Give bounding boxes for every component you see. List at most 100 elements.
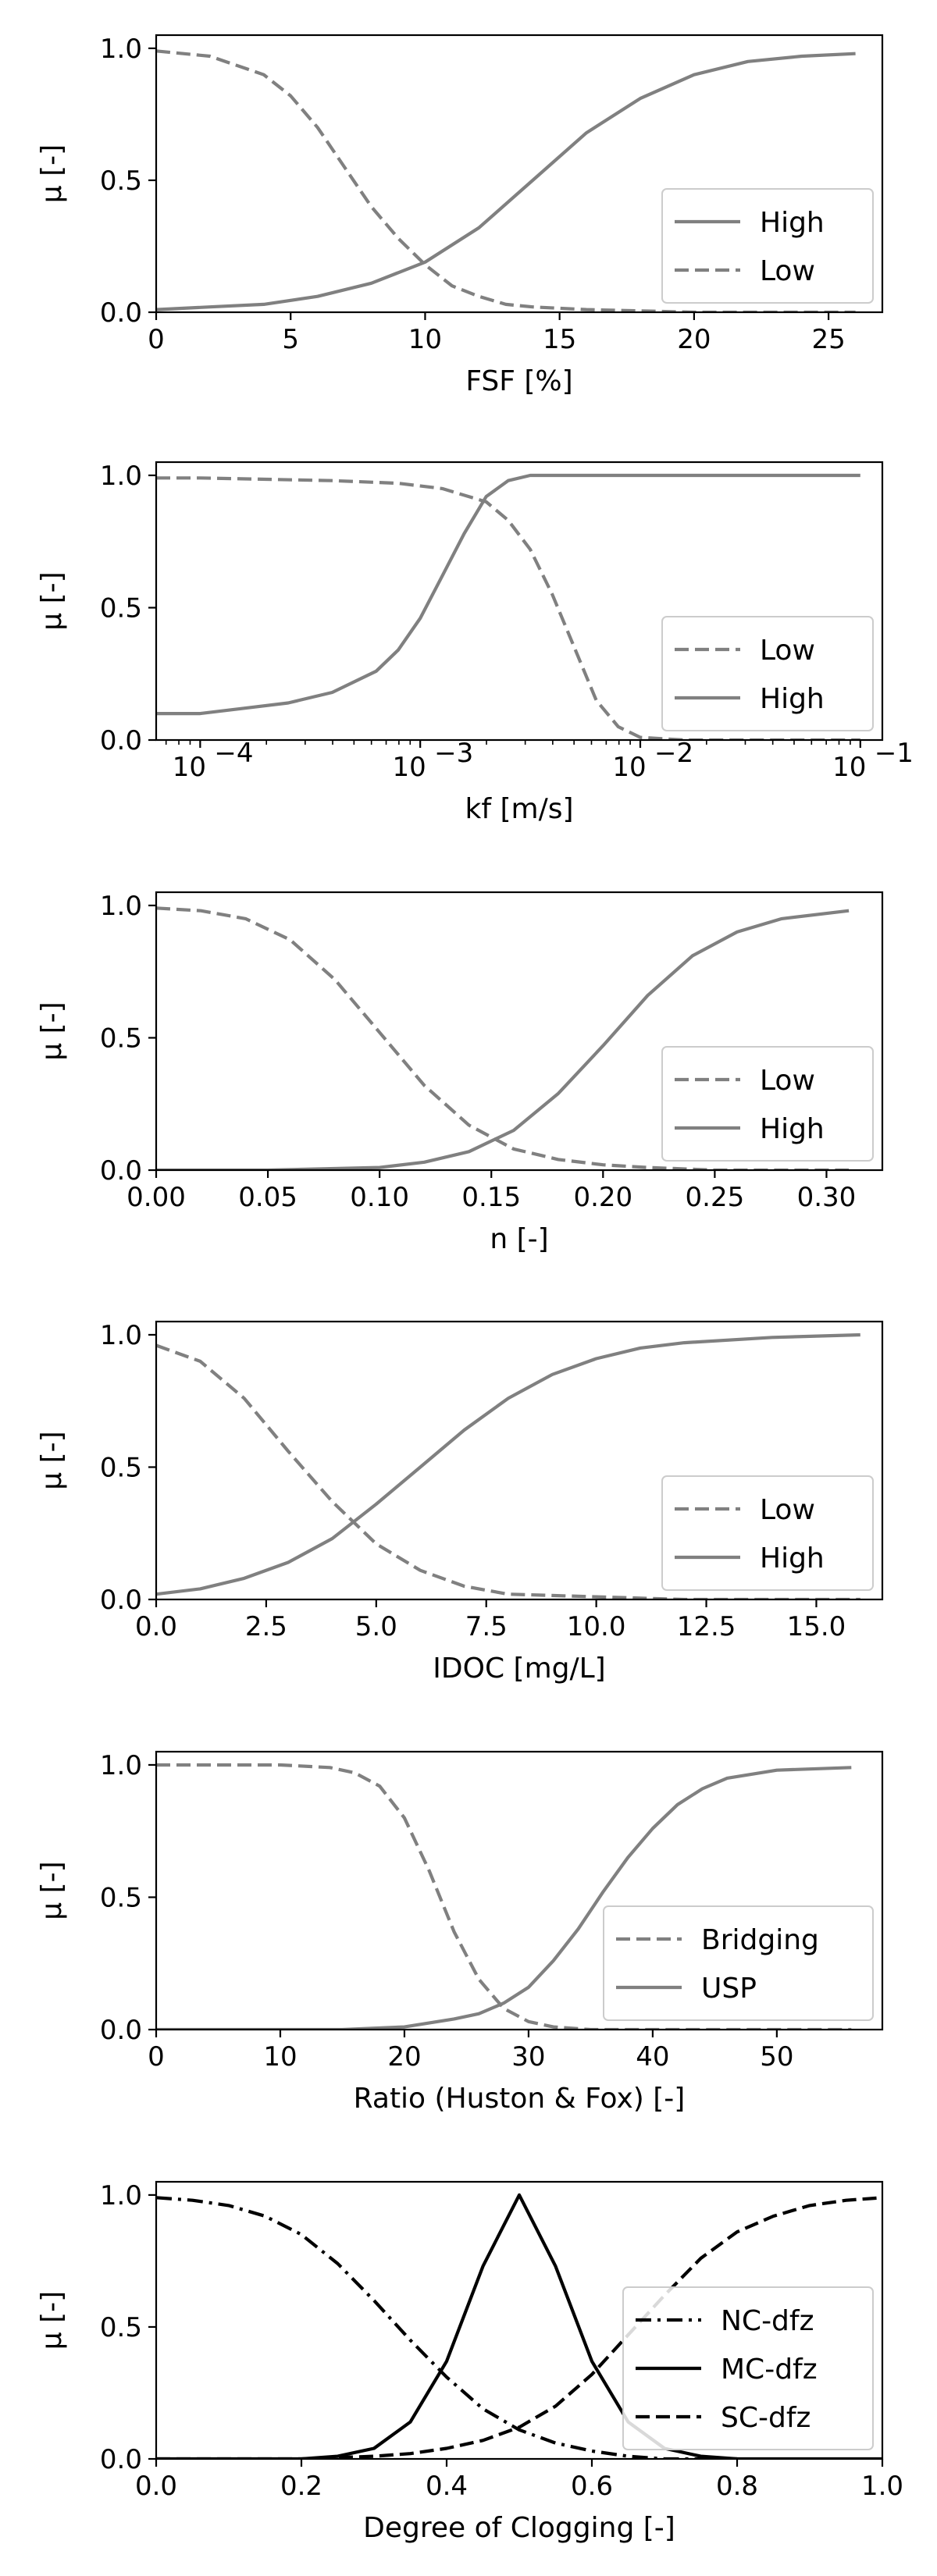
legend-label-low: Low [760,255,815,287]
x-tick-label: 10 [832,752,866,783]
x-axis-label: Degree of Clogging [-] [363,2512,675,2544]
x-tick-label: 0.10 [350,1182,409,1213]
legend-label-high: High [760,683,825,715]
legend: Low High [661,1046,874,1162]
x-tick-label: 0.20 [573,1182,632,1213]
legend-label-bridging: Bridging [701,1924,819,1956]
x-tick-label: 0.05 [238,1182,297,1213]
series-line-high [156,1332,860,1596]
series-line-low [156,476,860,740]
y-tick-label: 0.0 [100,1585,142,1616]
x-tick-label: 50 [760,2041,793,2073]
x-tick-label: 15 [543,324,576,355]
x-tick-label: 10 [173,752,206,783]
plot-frame [155,1750,884,2031]
x-tick-label: 0.6 [571,2471,613,2502]
chart-panel-2: 10 −4 10 −3 10 −2 10 −1 0.0 0.5 1.0 kf [m/s] μ [-] Lo… [36,461,914,825]
legend-frame [661,1475,874,1591]
y-tick-label: 0.0 [100,725,142,756]
chart-panel-4: 0.0 2.5 5.0 7.5 10.0 12.5 15.0 0.0 0.5 1.0 IDOC [m… [36,1320,884,1685]
x-tick-exponent: −3 [434,738,473,769]
x-axis-label: n [-] [490,1223,548,1255]
legend-label-high: High [760,1113,825,1145]
y-tick-label: 0.5 [100,592,142,624]
x-tick-exponent: −4 [214,738,253,769]
x-tick-label: 15.0 [787,1611,846,1642]
x-tick-label: 0 [148,324,165,355]
legend: Low High [661,616,874,731]
x-tick-label: 0.8 [716,2471,758,2502]
y-tick-label: 0.5 [100,1023,142,1054]
chart-panel-6: 0.0 0.2 0.4 0.6 0.8 1.0 0.0 0.5 1.0 Degree of Clo… [36,2180,903,2544]
series-line-usp [156,1766,852,2030]
x-tick-label: 0.00 [126,1182,186,1213]
series-line-high [156,473,860,716]
x-tick-label: 25 [811,324,845,355]
y-tick-label: 1.0 [100,2180,142,2211]
y-axis-label: μ [-] [36,1431,68,1489]
y-axis-label: μ [-] [36,144,68,203]
x-axis-label: FSF [%] [465,365,572,397]
x-tick-label: 7.5 [465,1611,508,1642]
y-axis-label: μ [-] [36,1861,68,1920]
chart-panel-1: 0 5 10 15 20 25 0.0 0.5 1.0 FSF [%] μ [-] High Low [36,34,884,397]
x-tick-label: 30 [511,2041,545,2073]
y-tick-label: 1.0 [100,1320,142,1351]
legend-frame [661,188,874,304]
series-line-high [156,52,856,311]
y-tick-label: 1.0 [100,34,142,65]
x-tick-label: 5 [282,324,299,355]
x-tick-label: 0.25 [686,1182,745,1213]
plot-frame [155,891,884,1172]
chart-panel-3: 0.00 0.05 0.10 0.15 0.20 0.25 0.30 0.0 0.5 1.0 n [… [36,891,884,1255]
x-tick-label: 5.0 [355,1611,397,1642]
y-tick-label: 0.0 [100,2015,142,2046]
x-tick-label: 10.0 [567,1611,626,1642]
y-axis-label: μ [-] [36,2291,68,2350]
x-tick-label: 40 [636,2041,669,2073]
legend-frame [603,1905,874,2021]
legend-frame [622,2286,874,2450]
x-tick-label: 20 [387,2041,421,2073]
x-axis-label: kf [m/s] [465,793,573,825]
y-tick-label: 0.5 [100,1882,142,1913]
legend-frame [661,1046,874,1162]
legend: Bridging USP [603,1905,874,2021]
x-tick-label: 10 [393,752,426,783]
series-line-bridging [156,1763,852,2030]
x-tick-label: 10 [612,752,646,783]
x-tick-label: 0.0 [135,1611,177,1642]
series-line-high [156,909,850,1170]
plot-frame [155,461,884,742]
x-tick-exponent: −1 [875,738,914,769]
plot-frame [155,1320,884,1601]
series-line-low [156,1343,860,1599]
legend: NC-dfz MC-dfz SC-dfz [622,2286,874,2450]
y-tick-label: 0.5 [100,1452,142,1483]
x-tick-label: 0.15 [461,1182,521,1213]
legend-label-low: Low [760,635,815,667]
legend-label-mc-dfz: MC-dfz [721,2354,818,2386]
y-tick-label: 0.5 [100,2312,142,2343]
x-tick-label: 2.5 [245,1611,287,1642]
legend-label-nc-dfz: NC-dfz [721,2305,814,2337]
y-axis-label: μ [-] [36,571,68,630]
x-tick-label: 1.0 [861,2471,903,2502]
y-axis-label: μ [-] [36,1002,68,1060]
legend-label-low: Low [760,1065,815,1097]
x-tick-label: 0.30 [797,1182,857,1213]
x-tick-label: 0.4 [426,2471,468,2502]
chart-panel-5: 0 10 20 30 40 50 0.0 0.5 1.0 Ratio (Huston & Fox)… [36,1750,884,2115]
legend-label-sc-dfz: SC-dfz [721,2402,811,2434]
series-line-nc-dfz [156,2196,737,2459]
x-tick-label: 0.2 [280,2471,322,2502]
legend-label-low: Low [760,1494,815,1526]
y-tick-label: 1.0 [100,1750,142,1781]
x-tick-label: 20 [677,324,711,355]
series-line-sc-dfz [156,2196,882,2459]
series-line-mc-dfz [156,2193,882,2459]
legend-label-usp: USP [701,1973,757,2005]
x-tick-label: 10 [263,2041,297,2073]
legend-label-high: High [760,207,825,239]
plot-frame [155,2180,884,2460]
